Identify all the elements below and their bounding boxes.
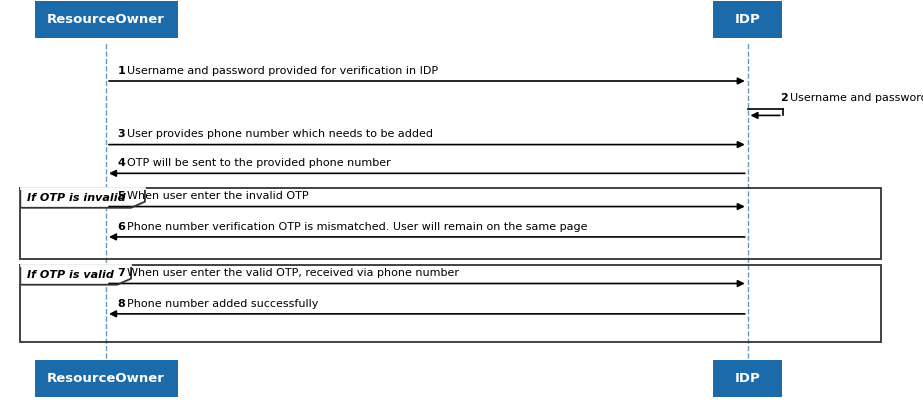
- Text: When user enter the invalid OTP: When user enter the invalid OTP: [127, 191, 308, 201]
- Text: User provides phone number which needs to be added: User provides phone number which needs t…: [127, 129, 433, 139]
- FancyBboxPatch shape: [35, 1, 177, 38]
- FancyBboxPatch shape: [713, 1, 783, 38]
- Text: If OTP is valid: If OTP is valid: [27, 270, 114, 280]
- Text: 8: 8: [117, 298, 125, 309]
- Text: Phone number added successfully: Phone number added successfully: [127, 298, 318, 309]
- Text: 4: 4: [117, 158, 126, 168]
- Polygon shape: [20, 188, 145, 208]
- Text: ResourceOwner: ResourceOwner: [47, 13, 165, 26]
- Text: Username and password provided for verification in IDP: Username and password provided for verif…: [127, 66, 438, 76]
- FancyBboxPatch shape: [35, 360, 177, 397]
- Text: If OTP is invalid: If OTP is invalid: [27, 193, 126, 203]
- Text: 2: 2: [780, 93, 787, 103]
- Polygon shape: [20, 265, 131, 285]
- Text: 5: 5: [117, 191, 125, 201]
- FancyBboxPatch shape: [713, 360, 783, 397]
- Text: OTP will be sent to the provided phone number: OTP will be sent to the provided phone n…: [127, 158, 390, 168]
- Text: IDP: IDP: [735, 13, 761, 26]
- Text: Username and password is verified: Username and password is verified: [789, 93, 923, 103]
- Text: Phone number verification OTP is mismatched. User will remain on the same page: Phone number verification OTP is mismatc…: [127, 222, 587, 232]
- Text: 3: 3: [117, 129, 125, 139]
- Text: ResourceOwner: ResourceOwner: [47, 372, 165, 385]
- Text: When user enter the valid OTP, received via phone number: When user enter the valid OTP, received …: [127, 268, 459, 278]
- Text: 7: 7: [117, 268, 125, 278]
- Text: 6: 6: [117, 222, 126, 232]
- Text: 1: 1: [117, 66, 125, 76]
- Text: IDP: IDP: [735, 372, 761, 385]
